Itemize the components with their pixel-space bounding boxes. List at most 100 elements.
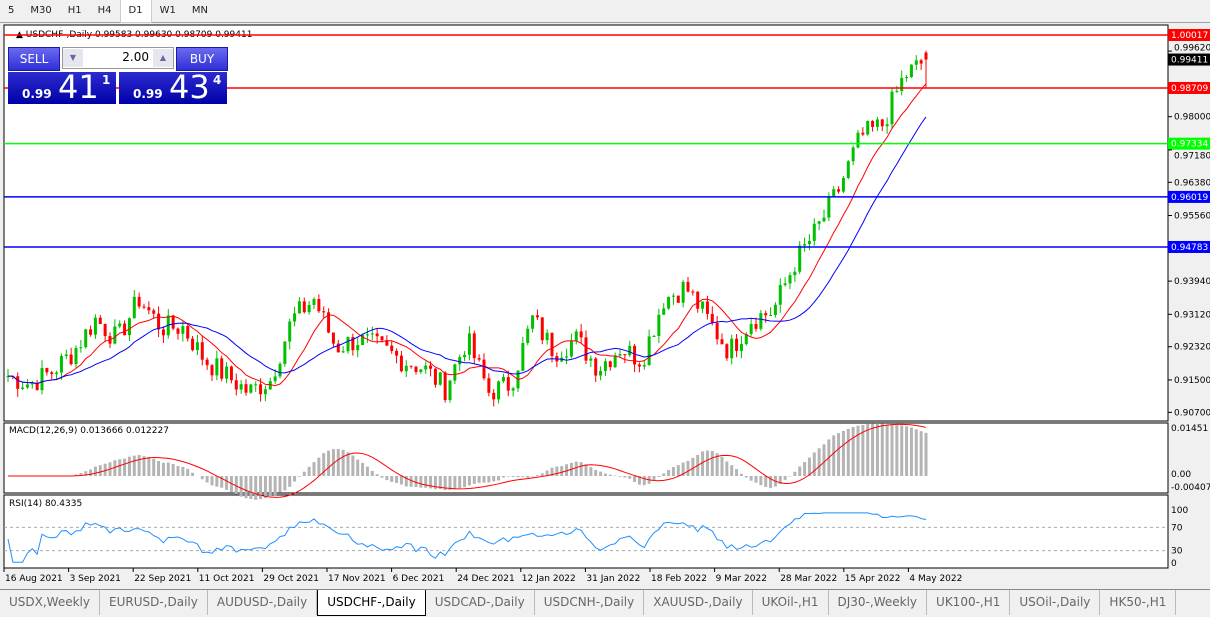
candle-body xyxy=(79,347,83,349)
candle-body xyxy=(341,351,345,353)
candle-body xyxy=(254,384,258,386)
candle-body xyxy=(346,337,350,352)
candle-body xyxy=(404,365,408,372)
x-tick-label: 6 Dec 2021 xyxy=(393,574,445,584)
timeframe-W1[interactable]: W1 xyxy=(159,5,176,16)
candle-body xyxy=(739,344,743,351)
candle-body xyxy=(608,361,612,368)
candle-body xyxy=(205,359,209,366)
timeframe-M30[interactable]: M30 xyxy=(30,5,52,16)
candle-body xyxy=(84,329,88,348)
candle-body xyxy=(30,382,34,385)
y-tick-label: 0.98000 xyxy=(1174,113,1210,123)
volume-stepper[interactable]: ▼ 2.00 ▲ xyxy=(62,47,174,69)
symbol-tab[interactable]: USOil-,Daily xyxy=(1010,590,1101,615)
buy-button[interactable]: BUY xyxy=(176,47,228,71)
sell-button[interactable]: SELL xyxy=(8,47,60,71)
candle-body xyxy=(846,161,850,178)
candle-body xyxy=(361,334,365,346)
candle-body xyxy=(191,338,195,351)
candle-body xyxy=(69,354,73,365)
candle-body xyxy=(225,366,229,379)
volume-increase-icon[interactable]: ▲ xyxy=(153,49,173,67)
candle-body xyxy=(783,283,787,286)
symbol-tab[interactable]: USDCHF-,Daily xyxy=(317,590,426,616)
candle-body xyxy=(599,370,603,376)
timeframe-H4[interactable]: H4 xyxy=(97,5,112,16)
candle-body xyxy=(866,120,870,135)
macd-tick: 0.01451 xyxy=(1171,424,1208,434)
candle-body xyxy=(463,354,467,358)
candle-body xyxy=(244,384,248,393)
candle-body xyxy=(565,356,569,358)
candle-body xyxy=(521,342,525,371)
candle-body xyxy=(433,368,437,385)
candle-body xyxy=(812,223,816,241)
sell-price-prefix: 0.99 xyxy=(22,87,52,101)
symbol-tab[interactable]: UK100-,H1 xyxy=(927,590,1011,615)
buy-price[interactable]: 0.99 43 4 xyxy=(119,72,227,104)
candle-body xyxy=(691,291,695,293)
timeframe-D1[interactable]: D1 xyxy=(119,0,152,23)
candle-body xyxy=(64,354,68,357)
candle-body xyxy=(681,281,685,303)
candle-body xyxy=(535,315,539,318)
symbol-tab[interactable]: USDCNH-,Daily xyxy=(535,590,645,615)
macd-tick: -0.004071 xyxy=(1171,483,1210,493)
buy-price-big: 43 xyxy=(169,72,210,104)
candle-body xyxy=(710,313,714,324)
volume-value[interactable]: 2.00 xyxy=(122,50,149,64)
y-tick-label: 0.99620 xyxy=(1174,44,1210,54)
rsi-tick: 70 xyxy=(1171,523,1183,533)
y-tick-label: 0.90700 xyxy=(1174,408,1210,418)
candle-body xyxy=(569,341,573,357)
candle-body xyxy=(307,304,311,313)
candle-body xyxy=(297,301,301,314)
candle-body xyxy=(93,317,97,335)
candle-body xyxy=(74,348,78,365)
rsi-panel[interactable] xyxy=(3,494,1169,569)
candle-body xyxy=(327,312,331,333)
x-tick-label: 28 Mar 2022 xyxy=(780,574,837,584)
candle-body xyxy=(103,323,107,337)
candle-body xyxy=(487,378,491,393)
x-tick-label: 12 Jan 2022 xyxy=(522,574,576,584)
y-tick-label: 0.91500 xyxy=(1174,376,1210,386)
candle-body xyxy=(613,355,617,368)
candle-body xyxy=(905,77,909,79)
candle-body xyxy=(754,323,758,329)
candle-body xyxy=(152,310,156,314)
timeframe-MN[interactable]: MN xyxy=(191,5,208,16)
symbol-tab[interactable]: AUDUSD-,Daily xyxy=(208,590,318,615)
symbol-tab[interactable]: USDX,Weekly xyxy=(0,590,100,615)
timeframe-H1[interactable]: H1 xyxy=(67,5,82,16)
volume-decrease-icon[interactable]: ▼ xyxy=(63,49,83,67)
candle-body xyxy=(657,314,661,336)
candle-body xyxy=(633,345,637,365)
candle-body xyxy=(385,340,389,346)
x-tick-label: 9 Mar 2022 xyxy=(716,574,767,584)
candle-body xyxy=(215,358,219,376)
symbol-tab[interactable]: XAUUSD-,Daily xyxy=(644,590,753,615)
symbol-tab[interactable]: UKOil-,H1 xyxy=(753,590,829,615)
symbol-tab[interactable]: USDCAD-,Daily xyxy=(426,590,535,615)
symbol-tab[interactable]: HK50-,H1 xyxy=(1100,590,1177,615)
candle-body xyxy=(497,381,501,400)
candle-body xyxy=(506,377,510,391)
candle-body xyxy=(467,333,471,355)
symbol-tab[interactable]: EURUSD-,Daily xyxy=(100,590,208,615)
timeframe-5[interactable]: 5 xyxy=(8,5,15,16)
price-chart[interactable]: ▲ USDCHF-,Daily 0.99583 0.99630 0.98709 … xyxy=(0,23,1210,589)
candle-body xyxy=(123,323,127,336)
candle-body xyxy=(113,326,117,344)
candle-body xyxy=(157,313,161,330)
macd-panel[interactable] xyxy=(3,422,1169,494)
sell-price-big: 41 xyxy=(58,72,99,104)
candle-body xyxy=(234,380,238,390)
rsi-label: RSI(14) 80.4335 xyxy=(9,499,82,509)
symbol-tab[interactable]: DJ30-,Weekly xyxy=(829,590,928,615)
x-tick-label: 17 Nov 2021 xyxy=(328,574,386,584)
sell-price[interactable]: 0.99 41 1 xyxy=(8,72,116,104)
candle-body xyxy=(409,365,413,367)
y-tick-label: 0.92320 xyxy=(1174,343,1210,353)
